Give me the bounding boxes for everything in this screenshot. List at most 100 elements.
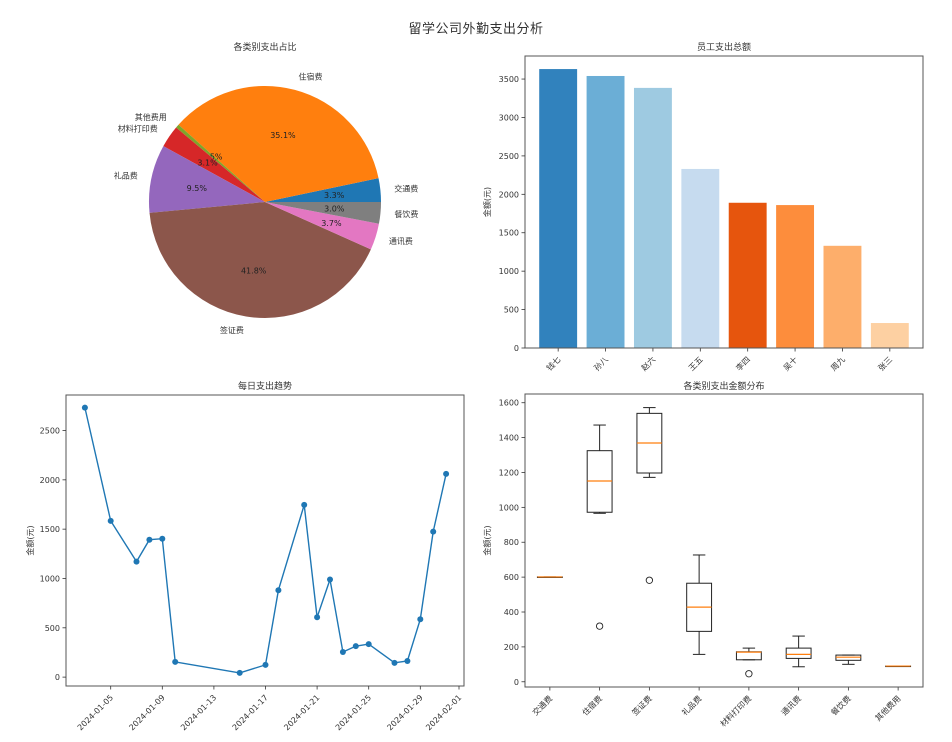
line-xtick-label: 2024-01-09 (127, 693, 166, 732)
line-marker (404, 657, 411, 664)
box-item (686, 554, 713, 655)
line-ytick-label: 2000 (40, 476, 60, 485)
line-marker (391, 659, 398, 666)
box-xtick-label: 礼品费 (679, 693, 703, 717)
box-outlier (595, 622, 604, 630)
bar-xtick-label: 周九 (829, 355, 847, 373)
box-outlier (745, 670, 753, 678)
box-xtick-label: 其他费用 (873, 693, 903, 723)
box-plot-ylabel: 金额(元) (482, 525, 492, 555)
line-marker (172, 658, 179, 665)
box-item (636, 407, 663, 584)
line-marker (81, 404, 88, 411)
line-ytick-label: 2500 (40, 427, 60, 436)
bar-xtick-label: 张三 (877, 355, 895, 373)
line-chart-title: 每日支出趋势 (238, 380, 292, 392)
line-series (84, 407, 447, 674)
pie-slice-label: 礼品费 (114, 171, 138, 181)
box-xtick-label: 签证费 (630, 693, 654, 717)
box-xtick-label: 住宿费 (580, 693, 604, 717)
line-marker (443, 470, 450, 477)
box-item (835, 654, 862, 665)
pie-slice-percent: 3.7% (321, 219, 342, 228)
bar (870, 323, 909, 348)
bar (681, 168, 720, 348)
line-xtick-label: 2024-01-25 (334, 693, 373, 732)
line-xtick-label: 2024-01-29 (385, 693, 424, 732)
bar-ytick-label: 2500 (499, 152, 519, 161)
box-xtick-label: 通讯费 (779, 693, 803, 717)
bar-ytick-label: 0 (514, 344, 519, 353)
box-plot-title: 各类别支出金额分布 (683, 380, 764, 392)
pie-slice-label: 通讯费 (389, 236, 413, 246)
line-marker (339, 648, 346, 655)
box-item (785, 635, 812, 668)
line-xtick-label: 2024-01-17 (231, 693, 270, 732)
line-ytick-label: 500 (45, 624, 60, 633)
line-xtick-label: 2024-02-01 (424, 693, 463, 732)
line-marker (430, 528, 437, 535)
pie-chart-title: 各类别支出占比 (233, 41, 296, 53)
pie-slice-label: 其他费用 (135, 112, 167, 122)
line-marker (146, 536, 153, 543)
box-plot-frame (524, 393, 924, 688)
box-ytick-label: 1400 (499, 434, 519, 443)
line-marker (159, 535, 166, 542)
box-ytick-label: 600 (504, 573, 519, 582)
bar-xtick-label: 李四 (734, 354, 752, 372)
line-xtick-label: 2024-01-21 (282, 693, 321, 732)
bar-xtick-label: 钱七 (544, 354, 562, 372)
pie-slice-label: 签证费 (220, 325, 244, 335)
bar-ytick-label: 3500 (499, 75, 519, 84)
box-xtick-label: 餐饮费 (829, 693, 853, 717)
pie-slice-label: 住宿费 (298, 71, 322, 81)
bar-xtick-label: 孙八 (592, 354, 610, 372)
bar-chart-ylabel: 金额(元) (482, 187, 492, 217)
box-ytick-label: 200 (504, 643, 519, 652)
bar (728, 202, 767, 348)
box-item (586, 424, 613, 630)
box-item (536, 576, 563, 578)
pie-slice-percent: 0.5% (202, 152, 223, 161)
line-ytick-label: 0 (55, 673, 60, 682)
line-chart-frame (65, 394, 465, 687)
bar (823, 245, 862, 348)
pie-slice (149, 202, 371, 318)
pie-slice (176, 124, 265, 202)
bar (633, 87, 672, 349)
bar-ytick-label: 500 (504, 306, 519, 315)
box-ytick-label: 1600 (499, 399, 519, 408)
bar-chart-title: 员工支出总额 (697, 41, 751, 53)
bar (586, 75, 625, 349)
line-marker (236, 669, 243, 676)
pie-slice-percent: 41.8% (241, 267, 267, 276)
line-marker (352, 643, 359, 650)
bar-xtick-label: 王五 (687, 355, 705, 373)
pie-slice (265, 202, 379, 250)
line-marker (262, 661, 269, 668)
line-marker (365, 641, 372, 648)
line-ytick-label: 1500 (40, 525, 60, 534)
box-item (885, 665, 912, 668)
line-ytick-label: 1000 (40, 574, 60, 583)
box-ytick-label: 400 (504, 608, 519, 617)
pie-slice-percent: 3.3% (324, 191, 345, 200)
bar-ytick-label: 2000 (499, 190, 519, 199)
figure-suptitle: 留学公司外勤支出分析 (408, 22, 544, 37)
line-marker (107, 517, 114, 524)
line-marker (133, 558, 140, 565)
line-chart-ylabel: 金额(元) (25, 525, 35, 555)
pie-slice (163, 127, 265, 202)
pie-slice-label: 餐饮费 (394, 209, 418, 219)
line-chart-panel: 每日支出趋势 0 500 1000 1500 2000 2500 2024-01-05 2024… (25, 380, 465, 732)
box-item (735, 647, 762, 678)
line-marker (275, 587, 282, 594)
line-marker (314, 614, 321, 621)
bar-ytick-label: 1000 (499, 267, 519, 276)
pie-slice (265, 178, 381, 202)
box-ytick-label: 1000 (499, 503, 519, 512)
box-ytick-label: 1200 (499, 468, 519, 477)
